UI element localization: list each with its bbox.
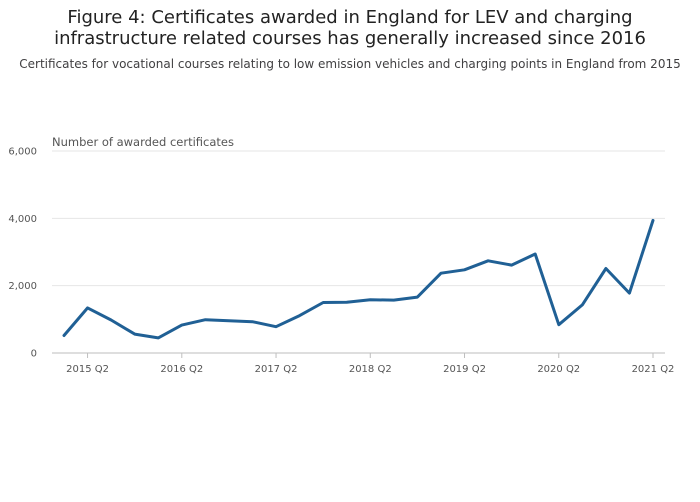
y-tick-label: 2,000: [8, 281, 37, 292]
x-tick-label: 2017 Q2: [255, 364, 298, 375]
y-axis: 0 2,000 4,000 6,000: [8, 147, 37, 360]
y-axis-title: Number of awarded certificates: [52, 135, 234, 149]
gridlines: [52, 150, 665, 354]
chart-subtitle: Certificates for vocational courses rela…: [19, 57, 681, 71]
chart-title-line-1: Figure 4: Certificates awarded in Englan…: [67, 7, 633, 28]
x-tick-label: 2020 Q2: [537, 364, 580, 375]
chart-title-line-2: infrastructure related courses has gener…: [54, 28, 646, 49]
series-layer: [62, 218, 655, 340]
chart-title: Figure 4: Certificates awarded in Englan…: [0, 7, 700, 49]
y-tick-label: 4,000: [8, 214, 37, 225]
series-line: [62, 218, 655, 340]
x-tick-label: 2016 Q2: [160, 364, 203, 375]
x-tick-label: 2015 Q2: [66, 364, 109, 375]
x-axis: 2015 Q2 2016 Q2 2017 Q2 2018 Q2 2019 Q2 2020 …: [66, 353, 674, 375]
x-tick-label: 2018 Q2: [349, 364, 392, 375]
y-tick-label: 0: [31, 349, 37, 360]
y-tick-label: 6,000: [8, 147, 37, 158]
x-tick-label: 2021 Q2: [632, 364, 675, 375]
x-tick-label: 2019 Q2: [443, 364, 486, 375]
